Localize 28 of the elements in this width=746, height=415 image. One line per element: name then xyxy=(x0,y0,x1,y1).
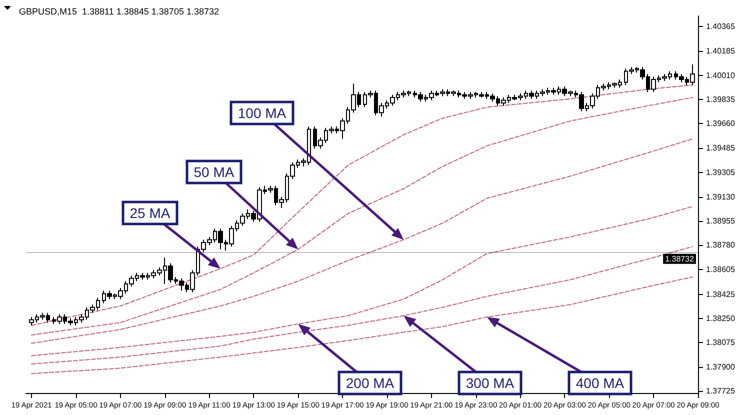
y-tick-label: 1.38780 xyxy=(706,240,736,250)
annotation: 400 MA xyxy=(576,375,625,391)
annotation: 100 MA xyxy=(238,105,287,121)
chart-title: GBPUSD,M15 1.38811 1.38845 1.38705 1.38732 xyxy=(19,6,219,16)
line-series xyxy=(31,246,693,364)
annotation: 50 MA xyxy=(194,164,235,180)
y-tick-label: 1.37725 xyxy=(706,386,736,396)
line-series xyxy=(31,138,693,344)
y-tick-label: 1.39305 xyxy=(706,168,736,178)
y-tick-label: 1.40365 xyxy=(706,22,736,31)
ref-line-label: 1.38732 xyxy=(665,254,695,264)
y-tick-label: 1.39485 xyxy=(706,143,736,152)
y-tick-label: 1.38425 xyxy=(706,290,736,299)
y-tick-label: 1.40010 xyxy=(706,70,736,80)
y-tick-label: 1.39660 xyxy=(706,119,736,128)
y-tick-label: 1.40185 xyxy=(706,46,736,56)
line-series xyxy=(31,276,693,374)
y-tick-label: 1.39130 xyxy=(706,192,736,202)
line-series xyxy=(31,206,693,356)
y-tick-label: 1.38075 xyxy=(706,338,736,348)
annotation: 25 MA xyxy=(130,205,171,221)
y-tick-label: 1.38955 xyxy=(706,216,736,226)
y-tick-label: 1.39835 xyxy=(706,95,736,104)
y-tick-label: 1.38605 xyxy=(706,264,736,274)
y-tick-label: 1.37900 xyxy=(706,362,736,372)
annotation: 200 MA xyxy=(346,375,395,391)
annotation: 300 MA xyxy=(466,375,515,391)
y-tick-label: 1.38250 xyxy=(706,314,736,323)
